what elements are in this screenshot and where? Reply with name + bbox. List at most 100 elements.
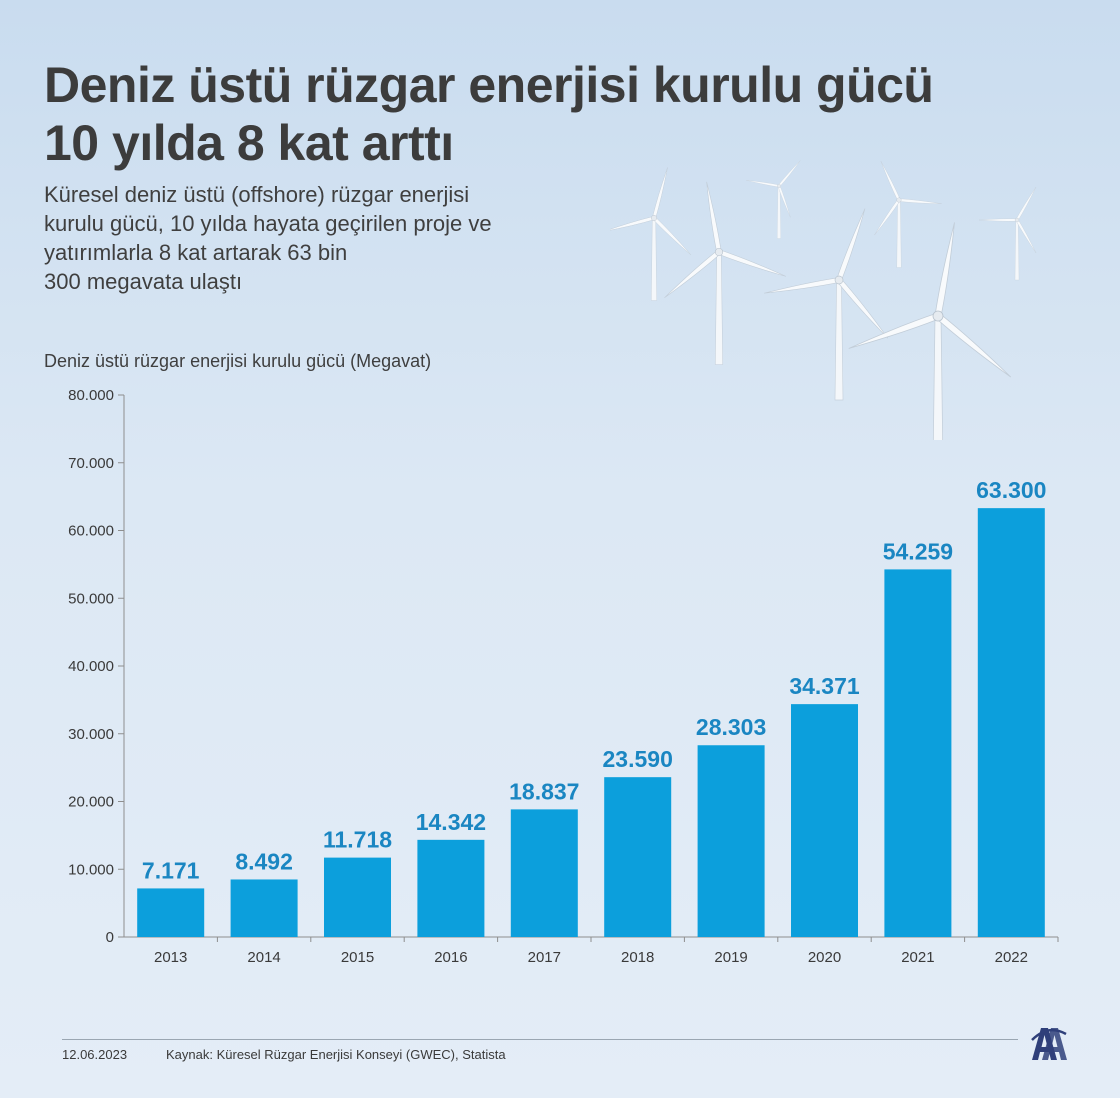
data-label: 8.492 bbox=[235, 848, 293, 874]
footer-source: Kaynak: Küresel Rüzgar Enerjisi Konseyi … bbox=[166, 1047, 506, 1062]
turbine-hub bbox=[651, 215, 657, 221]
wind-turbines-illustration bbox=[610, 160, 1037, 440]
turbine-blades bbox=[610, 167, 692, 256]
turbine-hub bbox=[834, 275, 844, 285]
bar bbox=[977, 508, 1045, 937]
bar bbox=[884, 569, 952, 937]
turbine-blades bbox=[848, 222, 1012, 378]
x-tick-label: 2015 bbox=[341, 949, 374, 966]
turbine-hub bbox=[714, 247, 724, 257]
y-tick-label: 60.000 bbox=[68, 523, 114, 540]
x-tick-label: 2021 bbox=[901, 949, 934, 966]
bar bbox=[137, 888, 205, 937]
subtitle-line: kurulu gücü, 10 yılda hayata geçirilen p… bbox=[44, 211, 492, 236]
turbine-blade bbox=[777, 185, 791, 218]
bar-chart: 0 10.000 20.000 30.000 40.000 50.000 60.000 70.… bbox=[68, 387, 1059, 966]
x-tick-label: 2013 bbox=[154, 949, 187, 966]
x-tick-label: 2018 bbox=[621, 949, 654, 966]
title-line-1: Deniz üstü rüzgar enerjisi kurulu gücü bbox=[44, 57, 934, 113]
data-label: 14.342 bbox=[416, 809, 486, 835]
turbine-blade bbox=[652, 216, 692, 256]
x-tick-label: 2017 bbox=[528, 949, 561, 966]
turbine-tower bbox=[1014, 219, 1020, 281]
turbine-hub bbox=[777, 184, 781, 188]
turbine-blade bbox=[764, 277, 840, 294]
turbine-blade bbox=[836, 208, 866, 282]
y-axis-title: Deniz üstü rüzgar enerjisi kurulu gücü (… bbox=[44, 351, 432, 371]
data-label: 28.303 bbox=[696, 714, 766, 740]
turbine-blade bbox=[978, 218, 1018, 222]
data-label: 54.259 bbox=[883, 538, 953, 564]
y-tick-label: 50.000 bbox=[68, 590, 114, 607]
y-tick-label: 0 bbox=[106, 929, 114, 946]
y-tick-label: 80.000 bbox=[68, 387, 114, 404]
turbine-blade bbox=[706, 181, 722, 253]
bar bbox=[510, 809, 578, 937]
turbine-blade bbox=[898, 198, 942, 204]
x-tick-label: 2019 bbox=[714, 949, 747, 966]
y-tick-label: 40.000 bbox=[68, 658, 114, 675]
bar bbox=[791, 704, 858, 937]
turbine-blades bbox=[746, 160, 801, 218]
turbine-tower bbox=[714, 251, 724, 365]
title-line-2: 10 yılda 8 kat arttı bbox=[44, 115, 454, 171]
turbine-blade bbox=[652, 167, 668, 219]
turbine-blade bbox=[746, 180, 780, 188]
subtitle: Küresel deniz üstü (offshore) rüzgar ene… bbox=[44, 180, 564, 296]
turbine-blades bbox=[978, 187, 1037, 253]
turbine-blade bbox=[935, 313, 1012, 378]
x-tick-label: 2022 bbox=[995, 949, 1028, 966]
turbine-blades bbox=[874, 161, 942, 236]
turbine-blade bbox=[874, 198, 901, 236]
aa-logo-icon bbox=[1031, 1028, 1067, 1060]
wind-turbine bbox=[764, 208, 889, 401]
turbine-blade bbox=[880, 161, 901, 201]
turbine-tower bbox=[651, 217, 657, 301]
subtitle-line: yatırımlarla 8 kat artarak 63 bin bbox=[44, 240, 348, 265]
turbine-blade bbox=[1015, 219, 1037, 253]
data-label: 11.718 bbox=[323, 827, 392, 853]
turbine-hub bbox=[896, 197, 902, 203]
turbine-blade bbox=[1015, 187, 1037, 221]
footer-divider bbox=[62, 1039, 1018, 1040]
turbine-tower bbox=[777, 185, 781, 239]
turbine-blade bbox=[610, 216, 655, 232]
turbine-blade bbox=[848, 312, 940, 349]
turbine-tower bbox=[896, 199, 902, 268]
x-tick-label: 2016 bbox=[434, 949, 467, 966]
y-tick-label: 20.000 bbox=[68, 794, 114, 811]
bar bbox=[697, 745, 765, 937]
wind-turbine bbox=[610, 167, 692, 301]
wind-turbine bbox=[746, 160, 801, 239]
turbine-blade bbox=[778, 160, 801, 187]
data-label: 23.590 bbox=[603, 746, 673, 772]
bar bbox=[417, 839, 485, 937]
wind-turbine bbox=[978, 187, 1037, 281]
turbine-blades bbox=[764, 208, 889, 339]
wind-turbine bbox=[848, 222, 1012, 440]
data-label: 34.371 bbox=[789, 673, 860, 699]
subtitle-line: 300 megavata ulaştı bbox=[44, 269, 243, 294]
page-title: Deniz üstü rüzgar enerjisi kurulu gücü 1… bbox=[44, 56, 1024, 172]
turbine-blade bbox=[934, 222, 955, 317]
bar bbox=[324, 857, 391, 937]
y-tick-label: 30.000 bbox=[68, 726, 114, 743]
turbine-blade bbox=[664, 249, 721, 299]
turbine-blade bbox=[717, 249, 787, 277]
wind-turbine bbox=[874, 161, 942, 268]
bar bbox=[230, 879, 298, 937]
y-tick-label: 10.000 bbox=[68, 861, 114, 878]
x-tick-label: 2014 bbox=[247, 949, 280, 966]
data-label: 63.300 bbox=[976, 477, 1046, 503]
turbine-hub bbox=[1014, 217, 1020, 223]
turbine-blades bbox=[664, 181, 787, 299]
turbine-blade bbox=[836, 278, 889, 339]
footer-date: 12.06.2023 bbox=[62, 1047, 128, 1062]
y-tick-label: 70.000 bbox=[68, 455, 114, 472]
data-label: 7.171 bbox=[142, 857, 200, 883]
wind-turbine bbox=[664, 181, 787, 365]
x-tick-label: 2020 bbox=[808, 949, 841, 966]
turbine-hub bbox=[932, 310, 944, 322]
data-label: 18.837 bbox=[509, 778, 579, 804]
bar bbox=[604, 777, 672, 937]
